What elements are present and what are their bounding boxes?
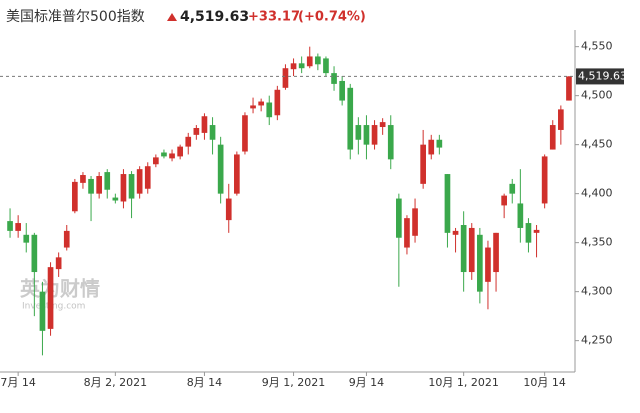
candle-body <box>104 172 111 190</box>
last-price-label: 4,519.63 <box>578 69 627 82</box>
candle-body <box>509 183 516 194</box>
candle-body <box>112 197 119 201</box>
candle-body <box>387 125 394 160</box>
candle-body <box>363 125 370 145</box>
candle-body <box>460 225 467 273</box>
y-tick-label: 4,350 <box>581 236 613 249</box>
candle-body <box>169 153 175 159</box>
x-tick-label: 7月 14 <box>0 376 36 389</box>
candle-body <box>549 125 556 150</box>
candle-body <box>96 176 102 194</box>
candle-body <box>290 63 297 70</box>
candle-body <box>80 175 86 183</box>
candle-body <box>217 144 224 194</box>
candle-body <box>517 203 524 228</box>
candle-body <box>501 195 507 206</box>
candle-body <box>72 181 78 212</box>
candle-body <box>31 234 38 273</box>
candle-body <box>331 73 337 84</box>
last-price: 4,519.63 <box>180 9 249 25</box>
candle-body <box>15 223 21 231</box>
candle-body <box>533 229 540 233</box>
candle-body <box>339 80 345 101</box>
x-tick-label: 10月 1, 2021 <box>428 376 498 389</box>
candle-body <box>7 221 13 231</box>
candle-body <box>298 63 305 69</box>
candle-body <box>315 56 321 65</box>
candle-body <box>136 169 143 194</box>
candle-body <box>371 125 378 145</box>
y-tick-label: 4,250 <box>581 334 613 347</box>
candle-body <box>323 58 329 74</box>
change: +33.17 <box>248 10 300 25</box>
candle-body <box>404 218 410 248</box>
candle-body <box>306 56 313 67</box>
candle-body <box>379 122 386 128</box>
candle-body <box>209 125 216 140</box>
x-tick-label: 9月 14 <box>349 376 385 389</box>
candle-body <box>428 139 435 155</box>
y-tick-label: 4,450 <box>581 138 613 151</box>
candle-body <box>420 144 426 184</box>
candle-body <box>55 257 62 270</box>
candle-body <box>193 127 200 135</box>
y-tick-label: 4,550 <box>581 40 613 53</box>
candle-body <box>47 267 54 329</box>
candle-body <box>225 198 232 221</box>
candle-body <box>39 291 46 331</box>
candle-body <box>120 174 127 202</box>
x-tick-label: 8月 14 <box>187 376 223 389</box>
chart-title: 美国标准普尔500指数 <box>6 9 145 25</box>
candle-body <box>177 146 183 157</box>
candle-body <box>185 136 192 147</box>
candle-body <box>444 174 451 233</box>
up-arrow <box>167 13 177 21</box>
candle-body <box>412 208 418 236</box>
candle-body <box>477 234 483 292</box>
candle-body <box>266 102 273 118</box>
candle-body <box>452 230 459 235</box>
candle-body <box>234 154 240 194</box>
candle-body <box>274 89 281 116</box>
x-tick-label: 9月 1, 2021 <box>262 376 325 389</box>
candle-body <box>88 178 94 194</box>
candle-body <box>282 68 289 88</box>
candle-body <box>23 234 30 243</box>
candle-body <box>485 247 491 282</box>
change-percent: (+0.74%) <box>298 10 366 25</box>
last-price-box <box>576 68 624 85</box>
candle-body <box>525 223 532 243</box>
candle-body <box>242 115 248 152</box>
candle-body <box>396 198 402 238</box>
candle-body <box>153 157 159 165</box>
candle-body <box>558 109 564 130</box>
candle-body <box>250 105 256 109</box>
y-tick-label: 4,300 <box>581 285 613 298</box>
y-tick-label: 4,400 <box>581 187 613 200</box>
candle-body <box>566 76 572 101</box>
candle-body <box>258 101 264 106</box>
candle-body <box>63 230 70 248</box>
candle-body <box>355 125 362 140</box>
candle-body <box>128 174 135 199</box>
candle-body <box>144 166 151 189</box>
candle-body <box>201 116 208 133</box>
x-tick-label: 8月 2, 2021 <box>84 376 147 389</box>
watermark-sub: Investing.com <box>22 302 85 312</box>
candle-body <box>541 156 548 204</box>
watermark: 英为财情 <box>20 277 100 301</box>
candle-body <box>347 87 354 150</box>
candle-body <box>161 152 167 157</box>
candle-body <box>436 139 443 148</box>
candle-body <box>468 227 475 273</box>
x-tick-label: 10月 14 <box>523 376 566 389</box>
candle-body <box>493 232 499 273</box>
y-tick-label: 4,500 <box>581 89 613 102</box>
